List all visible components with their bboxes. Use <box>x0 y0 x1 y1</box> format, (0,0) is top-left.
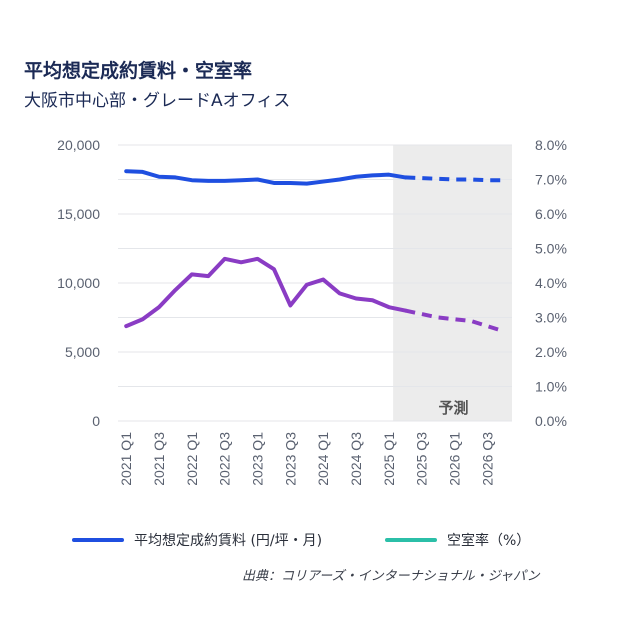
left-tick-label: 20,000 <box>57 137 100 153</box>
legend-rent: 平均想定成約賃料 (円/坪・月) <box>72 530 322 550</box>
chart-title: 平均想定成約賃料・空室率 <box>24 60 253 82</box>
x-tick-label: 2026 Q3 <box>479 432 495 486</box>
right-tick-label: 4.0% <box>535 275 567 291</box>
left-tick-label: 0 <box>92 413 100 429</box>
left-tick-label: 5,000 <box>65 344 100 360</box>
x-tick-label: 2023 Q1 <box>250 432 266 486</box>
right-axis-ticks: 0.0% 1.0% 2.0% 3.0% 4.0% 5.0% 6.0% 7.0% 8.0% <box>535 137 567 429</box>
x-tick-label: 2025 Q3 <box>414 432 430 486</box>
series-line-actual-0 <box>124 169 408 186</box>
x-tick-label: 2025 Q1 <box>381 432 397 486</box>
right-tick-label: 2.0% <box>535 344 567 360</box>
right-tick-label: 3.0% <box>535 310 567 326</box>
chart-subtitle: 大阪市中心部・グレードAオフィス <box>24 91 291 111</box>
left-axis-ticks: 0 5,000 10,000 15,000 20,000 <box>57 137 100 429</box>
series-layer <box>124 169 505 334</box>
x-tick-label: 2026 Q1 <box>447 432 463 486</box>
legend-rent-swatch <box>72 538 124 542</box>
legend-vacancy-swatch <box>385 538 437 542</box>
legend-rent-label: 平均想定成約賃料 (円/坪・月) <box>134 533 323 549</box>
forecast-label: 予測 <box>439 399 469 417</box>
right-tick-label: 0.0% <box>535 413 567 429</box>
right-tick-label: 7.0% <box>535 172 567 188</box>
x-tick-label: 2021 Q3 <box>151 432 167 486</box>
right-tick-label: 1.0% <box>535 379 567 395</box>
left-tick-label: 15,000 <box>57 206 100 222</box>
x-tick-label: 2021 Q1 <box>118 432 134 486</box>
right-tick-label: 6.0% <box>535 206 567 222</box>
right-tick-label: 5.0% <box>535 241 567 257</box>
x-axis-ticks: 2021 Q1 2021 Q3 2022 Q1 2022 Q3 2023 Q1 2023 … <box>118 432 495 486</box>
x-tick-label: 2024 Q3 <box>348 432 364 486</box>
left-tick-label: 10,000 <box>57 275 100 291</box>
source-note: 出典：コリアーズ・インターナショナル・ジャパン <box>242 569 540 584</box>
legend-vacancy: 空室率（%） <box>385 530 530 550</box>
right-tick-label: 8.0% <box>535 137 567 153</box>
legend-vacancy-label: 空室率（%） <box>447 533 531 549</box>
x-tick-label: 2023 Q3 <box>282 432 298 486</box>
series-line-actual-1 <box>124 256 408 329</box>
x-tick-label: 2022 Q3 <box>217 432 233 486</box>
x-tick-label: 2024 Q1 <box>315 432 331 486</box>
x-tick-label: 2022 Q1 <box>184 432 200 486</box>
